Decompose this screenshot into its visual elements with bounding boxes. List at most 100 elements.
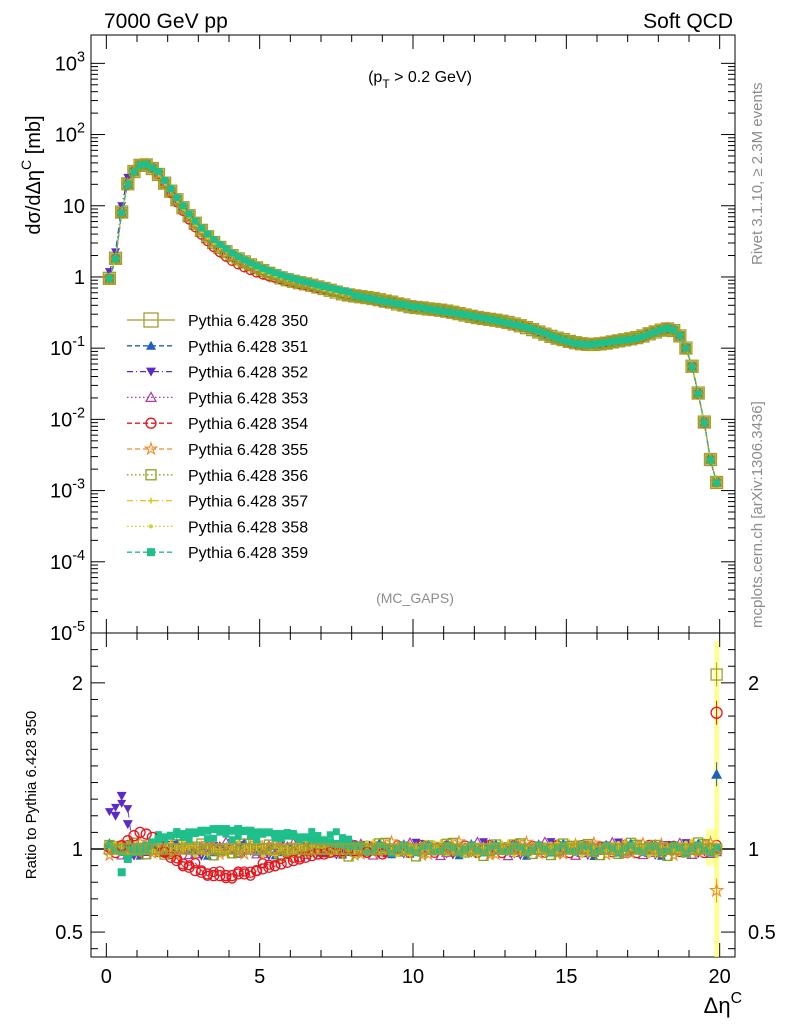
ratio-series-350 [103, 843, 723, 855]
data-point [369, 295, 377, 303]
data-point [271, 830, 279, 839]
data-point [535, 841, 543, 849]
data-point [637, 843, 649, 855]
data-point [471, 843, 484, 855]
data-point [572, 339, 580, 347]
data-point [714, 854, 719, 859]
data-point [330, 843, 342, 855]
data-point [539, 843, 551, 855]
data-point [281, 843, 293, 855]
data-point [296, 276, 304, 284]
data-point [700, 419, 708, 427]
data-point [189, 843, 201, 855]
data-point [363, 848, 371, 856]
data-point [392, 843, 404, 855]
data-point [210, 236, 218, 244]
ratio-y-tick-label-right: 2 [748, 673, 759, 695]
data-point [486, 843, 494, 851]
mcplots-reference-text: mcplots.cern.ch [arXiv:1306.3436] [749, 401, 766, 628]
ratio-y-axis-title: Ratio to Pythia 6.428 350 [23, 711, 40, 879]
data-point [388, 298, 396, 306]
ratio-y-tick-label-left: 2 [72, 673, 83, 695]
data-point [118, 849, 126, 857]
data-point [226, 869, 238, 882]
data-point [453, 843, 465, 855]
data-point [146, 367, 156, 377]
data-point [505, 840, 512, 847]
data-point [594, 843, 606, 855]
y-tick-label: 102 [55, 121, 85, 147]
data-point [171, 854, 183, 867]
data-point [388, 849, 396, 857]
data-point [104, 273, 115, 284]
data-point [522, 324, 530, 332]
data-point [238, 843, 250, 855]
data-point [289, 275, 297, 283]
data-point [647, 854, 652, 859]
y-tick-label: 103 [55, 49, 85, 75]
data-point [400, 841, 408, 849]
data-point [116, 206, 127, 218]
data-point [529, 325, 537, 333]
data-point [228, 826, 237, 835]
data-point [204, 835, 212, 843]
data-point [385, 843, 398, 855]
data-point [455, 849, 463, 857]
data-point [269, 843, 281, 855]
data-point [510, 842, 518, 850]
data-point [180, 846, 186, 853]
data-point [342, 843, 355, 855]
data-point [600, 843, 612, 855]
data-point [240, 256, 248, 264]
data-point [443, 841, 451, 849]
data-point [608, 844, 616, 852]
data-point [410, 843, 422, 855]
data-point [361, 843, 373, 855]
data-point [582, 843, 594, 855]
data-point [706, 849, 714, 857]
data-point [258, 828, 267, 837]
data-point [183, 861, 195, 873]
data-point [277, 271, 285, 279]
data-point [234, 253, 242, 261]
data-point [128, 830, 140, 842]
data-point [246, 826, 255, 835]
data-point [185, 836, 193, 844]
data-point [214, 869, 226, 882]
data-point [232, 843, 244, 855]
data-point [275, 858, 287, 870]
data-point [142, 847, 150, 855]
data-point [338, 287, 346, 295]
data-point [140, 828, 152, 840]
data-point [657, 848, 665, 856]
data-point [596, 339, 604, 347]
data-point [228, 836, 236, 844]
x-tick-label: 5 [254, 966, 265, 988]
data-point [713, 843, 721, 851]
data-point [136, 845, 145, 853]
data-point [195, 843, 208, 855]
data-point [625, 843, 637, 855]
data-point [682, 344, 690, 352]
data-point [332, 828, 340, 836]
data-point [441, 843, 453, 855]
data-point [143, 312, 159, 328]
data-point [565, 338, 573, 346]
data-point [308, 279, 316, 287]
data-point [116, 791, 127, 801]
ratio-y-tick-label-right: 0.5 [748, 922, 776, 944]
data-point [655, 843, 668, 855]
data-point [257, 863, 269, 875]
data-point [103, 843, 116, 855]
data-point [533, 843, 545, 855]
data-point [203, 826, 212, 835]
data-point [516, 322, 524, 330]
data-point [118, 209, 126, 217]
x-tick-label: 10 [402, 966, 424, 988]
data-point [221, 825, 230, 834]
data-point [326, 838, 335, 847]
data-point [148, 838, 157, 847]
data-point [588, 843, 600, 855]
data-point [165, 851, 177, 863]
data-point [124, 180, 132, 188]
